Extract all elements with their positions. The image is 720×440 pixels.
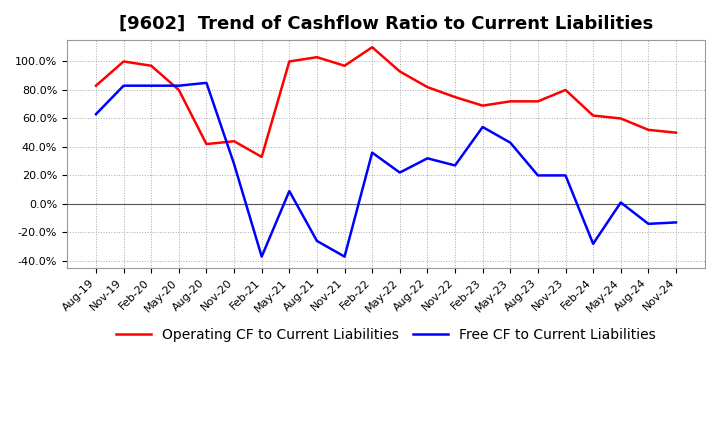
Operating CF to Current Liabilities: [257, 154, 266, 160]
Free CF to Current Liabilities: [257, 254, 266, 259]
Free CF to Current Liabilities: [534, 173, 542, 178]
Operating CF to Current Liabilities: [561, 87, 570, 92]
Operating CF to Current Liabilities: [368, 44, 377, 50]
Operating CF to Current Liabilities: [312, 55, 321, 60]
Operating CF to Current Liabilities: [174, 87, 183, 92]
Operating CF to Current Liabilities: [230, 139, 238, 144]
Operating CF to Current Liabilities: [534, 99, 542, 104]
Free CF to Current Liabilities: [341, 254, 349, 259]
Operating CF to Current Liabilities: [589, 113, 598, 118]
Free CF to Current Liabilities: [451, 163, 459, 168]
Operating CF to Current Liabilities: [285, 59, 294, 64]
Free CF to Current Liabilities: [644, 221, 653, 227]
Operating CF to Current Liabilities: [202, 141, 211, 147]
Free CF to Current Liabilities: [285, 188, 294, 194]
Title: [9602]  Trend of Cashflow Ratio to Current Liabilities: [9602] Trend of Cashflow Ratio to Curren…: [119, 15, 653, 33]
Free CF to Current Liabilities: [368, 150, 377, 155]
Free CF to Current Liabilities: [91, 111, 100, 117]
Free CF to Current Liabilities: [147, 83, 156, 88]
Legend: Operating CF to Current Liabilities, Free CF to Current Liabilities: Operating CF to Current Liabilities, Fre…: [111, 323, 661, 348]
Operating CF to Current Liabilities: [120, 59, 128, 64]
Free CF to Current Liabilities: [120, 83, 128, 88]
Free CF to Current Liabilities: [423, 156, 432, 161]
Free CF to Current Liabilities: [589, 241, 598, 246]
Free CF to Current Liabilities: [478, 125, 487, 130]
Operating CF to Current Liabilities: [478, 103, 487, 108]
Free CF to Current Liabilities: [672, 220, 680, 225]
Operating CF to Current Liabilities: [341, 63, 349, 68]
Free CF to Current Liabilities: [202, 80, 211, 85]
Line: Free CF to Current Liabilities: Free CF to Current Liabilities: [96, 83, 676, 257]
Operating CF to Current Liabilities: [451, 95, 459, 100]
Operating CF to Current Liabilities: [147, 63, 156, 68]
Operating CF to Current Liabilities: [672, 130, 680, 136]
Free CF to Current Liabilities: [312, 238, 321, 244]
Free CF to Current Liabilities: [230, 161, 238, 167]
Free CF to Current Liabilities: [506, 140, 515, 145]
Operating CF to Current Liabilities: [644, 127, 653, 132]
Line: Operating CF to Current Liabilities: Operating CF to Current Liabilities: [96, 47, 676, 157]
Free CF to Current Liabilities: [616, 200, 625, 205]
Operating CF to Current Liabilities: [395, 69, 404, 74]
Operating CF to Current Liabilities: [91, 83, 100, 88]
Free CF to Current Liabilities: [174, 83, 183, 88]
Operating CF to Current Liabilities: [506, 99, 515, 104]
Free CF to Current Liabilities: [395, 170, 404, 175]
Free CF to Current Liabilities: [561, 173, 570, 178]
Operating CF to Current Liabilities: [423, 84, 432, 90]
Operating CF to Current Liabilities: [616, 116, 625, 121]
